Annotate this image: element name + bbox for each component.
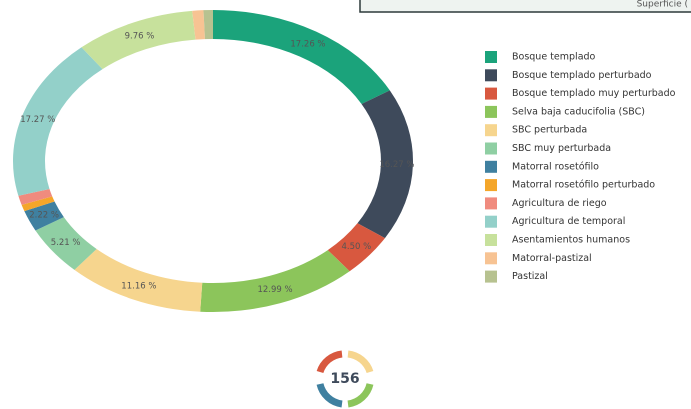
donut-segment <box>327 223 385 272</box>
data-label: 5.21 % <box>51 238 81 248</box>
legend-swatch <box>485 51 497 63</box>
page-logo <box>316 350 374 408</box>
data-label: 12.99 % <box>257 285 292 295</box>
legend-swatch <box>485 179 497 192</box>
legend-swatch <box>485 215 497 228</box>
donut-segment <box>203 10 213 40</box>
legend-label: Agricultura de riego <box>512 198 607 209</box>
data-label: 11.16 % <box>121 281 156 291</box>
header-box <box>359 0 691 13</box>
legend-swatch <box>485 197 497 210</box>
legend-swatch <box>485 69 497 82</box>
legend-swatch <box>485 87 497 100</box>
legend-swatch <box>485 142 497 155</box>
donut-segment <box>21 196 55 212</box>
legend-label: Matorral rosetófilo perturbado <box>512 180 655 191</box>
legend-swatch <box>485 124 497 137</box>
legend-swatch <box>485 105 497 118</box>
legend-swatch <box>485 270 497 283</box>
legend-label: SBC muy perturbada <box>512 143 611 154</box>
legend-swatch <box>485 160 497 173</box>
data-label: 16.27 % <box>379 160 414 170</box>
data-label: 4.50 % <box>342 242 372 252</box>
legend-label: Matorral rosetófilo <box>512 161 599 172</box>
donut-segment <box>357 90 413 239</box>
header-text: Superficie ( <box>637 0 688 10</box>
legend-label: Selva baja caducifolia (SBC) <box>512 106 645 117</box>
legend-label: Asentamientos humanos <box>512 235 630 246</box>
legend-swatch <box>485 252 497 265</box>
donut-segment <box>81 10 196 70</box>
legend-label: Pastizal <box>512 271 548 282</box>
donut-segment <box>213 10 390 104</box>
legend-label: Bosque templado <box>512 52 596 63</box>
donut-segment <box>35 217 97 270</box>
data-label: 17.27 % <box>20 115 55 125</box>
legend-label: SBC perturbada <box>512 125 587 136</box>
legend-swatch <box>485 234 497 246</box>
donut-segment <box>13 47 103 196</box>
donut-segment <box>200 250 350 312</box>
data-label: 17.26 % <box>290 40 325 50</box>
data-label: 9.76 % <box>125 31 155 41</box>
page-number: 156 <box>330 371 359 387</box>
donut-segment <box>74 248 203 312</box>
donut-segment <box>18 189 53 205</box>
legend-label: Matorral-pastizal <box>512 253 592 264</box>
legend-label: Agricultura de temporal <box>512 216 625 227</box>
legend-label: Bosque templado muy perturbado <box>512 88 676 99</box>
legend-label: Bosque templado perturbado <box>512 70 652 81</box>
donut-segment <box>192 10 205 40</box>
donut-segment <box>24 201 64 231</box>
data-label: 2.22 % <box>29 211 59 221</box>
